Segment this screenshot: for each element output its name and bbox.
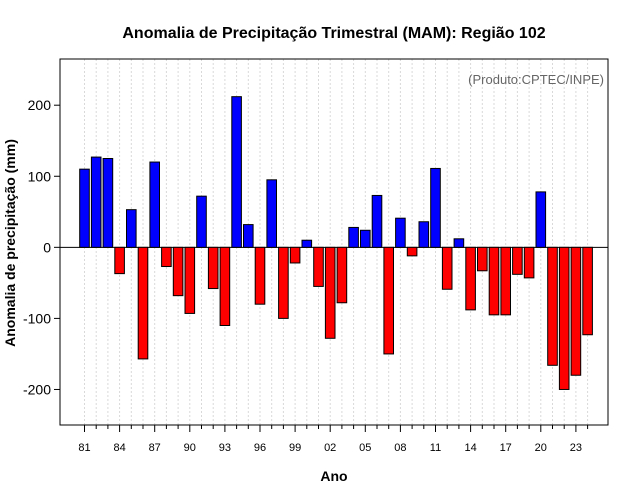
y-tick-label: 0 [43, 239, 51, 255]
bar-2003 [336, 246, 348, 304]
chart-title: Anomalia de Precipitação Trimestral (MAM… [122, 25, 545, 42]
y-tick-label: 100 [28, 168, 52, 184]
bar-1990 [184, 246, 196, 314]
bar-2008 [395, 217, 406, 248]
bar-1993 [219, 246, 231, 327]
x-tick-label: 93 [219, 442, 231, 454]
y-axis-title: Anomalia de precipitação (mm) [2, 139, 18, 347]
x-tick-label: 81 [78, 442, 90, 454]
bar-2016 [488, 246, 500, 316]
x-tick-label: 20 [535, 442, 547, 454]
bar-1999 [289, 246, 301, 264]
bar-1989 [172, 246, 184, 297]
bar-2022 [558, 246, 570, 390]
y-tick-label: 200 [28, 97, 52, 113]
x-tick-label: 08 [394, 442, 406, 454]
bar-1996 [254, 246, 266, 305]
bar-2006 [371, 194, 383, 248]
bar-1991 [196, 195, 207, 248]
bars [79, 96, 593, 390]
x-tick-label: 87 [149, 442, 161, 454]
credit-text: (Produto:CPTEC/INPE) [468, 72, 604, 87]
x-tick-label: 17 [500, 442, 512, 454]
x-tick-label: 99 [289, 442, 301, 454]
bar-2020 [535, 191, 547, 248]
x-axis-title: Ano [320, 468, 347, 484]
bar-1994 [231, 96, 242, 248]
bar-2019 [523, 246, 535, 279]
bar-2004 [348, 226, 359, 248]
bar-2000 [301, 239, 313, 248]
grid-lines [84, 59, 589, 425]
bar-1981 [79, 168, 90, 248]
bar-1992 [207, 246, 219, 290]
x-tick-label: 05 [359, 442, 371, 454]
y-tick-label: -100 [23, 310, 51, 326]
bar-2001 [313, 246, 324, 287]
y-axis: -200 -100 0 100 200 [23, 97, 60, 397]
plot-frame [59, 58, 609, 426]
bar-2007 [383, 246, 394, 355]
bar-2023 [570, 246, 582, 376]
x-tick-label: 02 [324, 442, 336, 454]
x-tick-label: 23 [570, 442, 582, 454]
bar-1987 [149, 161, 160, 248]
bar-1998 [278, 246, 289, 319]
bar-2005 [360, 229, 371, 248]
x-tick-label: 96 [254, 442, 266, 454]
x-tick-label: 11 [430, 442, 441, 454]
bar-2018 [512, 246, 523, 275]
bar-1988 [161, 246, 172, 268]
x-tick-label: 84 [113, 442, 125, 454]
x-tick-label: 90 [184, 442, 196, 454]
bar-2015 [477, 246, 488, 272]
bar-2024 [582, 246, 593, 336]
bar-2012 [441, 246, 453, 290]
bar-2021 [547, 246, 558, 366]
bar-2010 [418, 221, 430, 248]
bar-1984 [114, 246, 125, 275]
bar-2013 [453, 238, 465, 248]
bar-1982 [90, 156, 102, 248]
bar-1997 [266, 179, 277, 248]
x-axis: 81 84 87 90 93 96 99 02 05 08 11 14 17 20 23 [78, 425, 589, 454]
bar-1985 [126, 209, 137, 248]
bar-2017 [500, 246, 511, 316]
y-tick-label: -200 [23, 381, 51, 397]
bar-2011 [430, 167, 441, 248]
bar-1983 [102, 157, 114, 248]
bar-2014 [465, 246, 476, 311]
bar-1995 [243, 224, 254, 248]
bar-1986 [137, 246, 149, 360]
bar-2009 [406, 246, 418, 257]
bar-2002 [324, 246, 336, 339]
x-tick-label: 14 [464, 442, 476, 454]
